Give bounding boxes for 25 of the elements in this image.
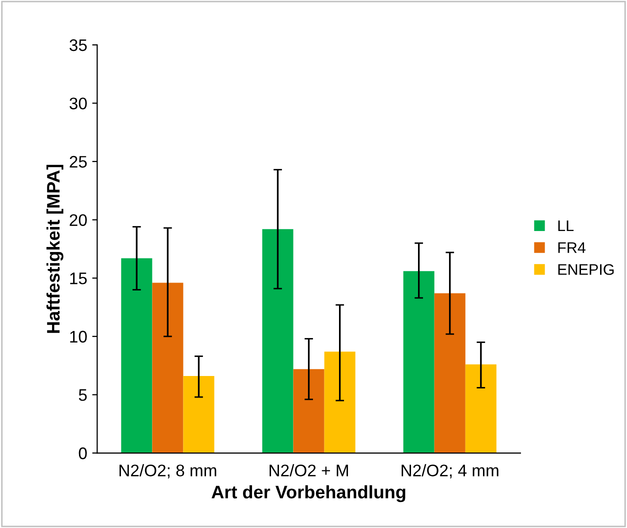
bar	[324, 352, 356, 454]
x-tick-label: N2/O2; 4 mm	[402, 464, 498, 478]
y-tick-label: 0	[78, 447, 87, 460]
y-tick-label: 15	[70, 272, 87, 284]
y-tick-label: 25	[70, 156, 87, 168]
bar	[434, 293, 466, 454]
y-axis-title: Haftfestigkeit [MPA]	[46, 164, 64, 333]
x-tick-label: N2/O2 + M	[270, 464, 348, 476]
y-tick-label: 10	[70, 330, 87, 343]
bar	[121, 258, 152, 454]
legend-label: FR4	[558, 242, 586, 253]
bar	[152, 282, 184, 454]
legend-label: LL	[558, 220, 574, 232]
y-tick-label: 5	[78, 389, 87, 401]
legend-label: ENEPIG	[558, 264, 614, 275]
y-tick-label: 30	[70, 98, 87, 110]
bar	[262, 229, 294, 454]
y-tick-label: 35	[70, 39, 87, 52]
bar	[183, 376, 214, 454]
x-tick-label: N2/O2; 8 mm	[120, 464, 216, 478]
bar	[293, 369, 324, 454]
bar	[465, 364, 496, 454]
x-axis-title: Art der Vorbehandlung	[212, 485, 406, 502]
y-tick-label: 20	[70, 214, 87, 226]
bar	[403, 271, 434, 454]
